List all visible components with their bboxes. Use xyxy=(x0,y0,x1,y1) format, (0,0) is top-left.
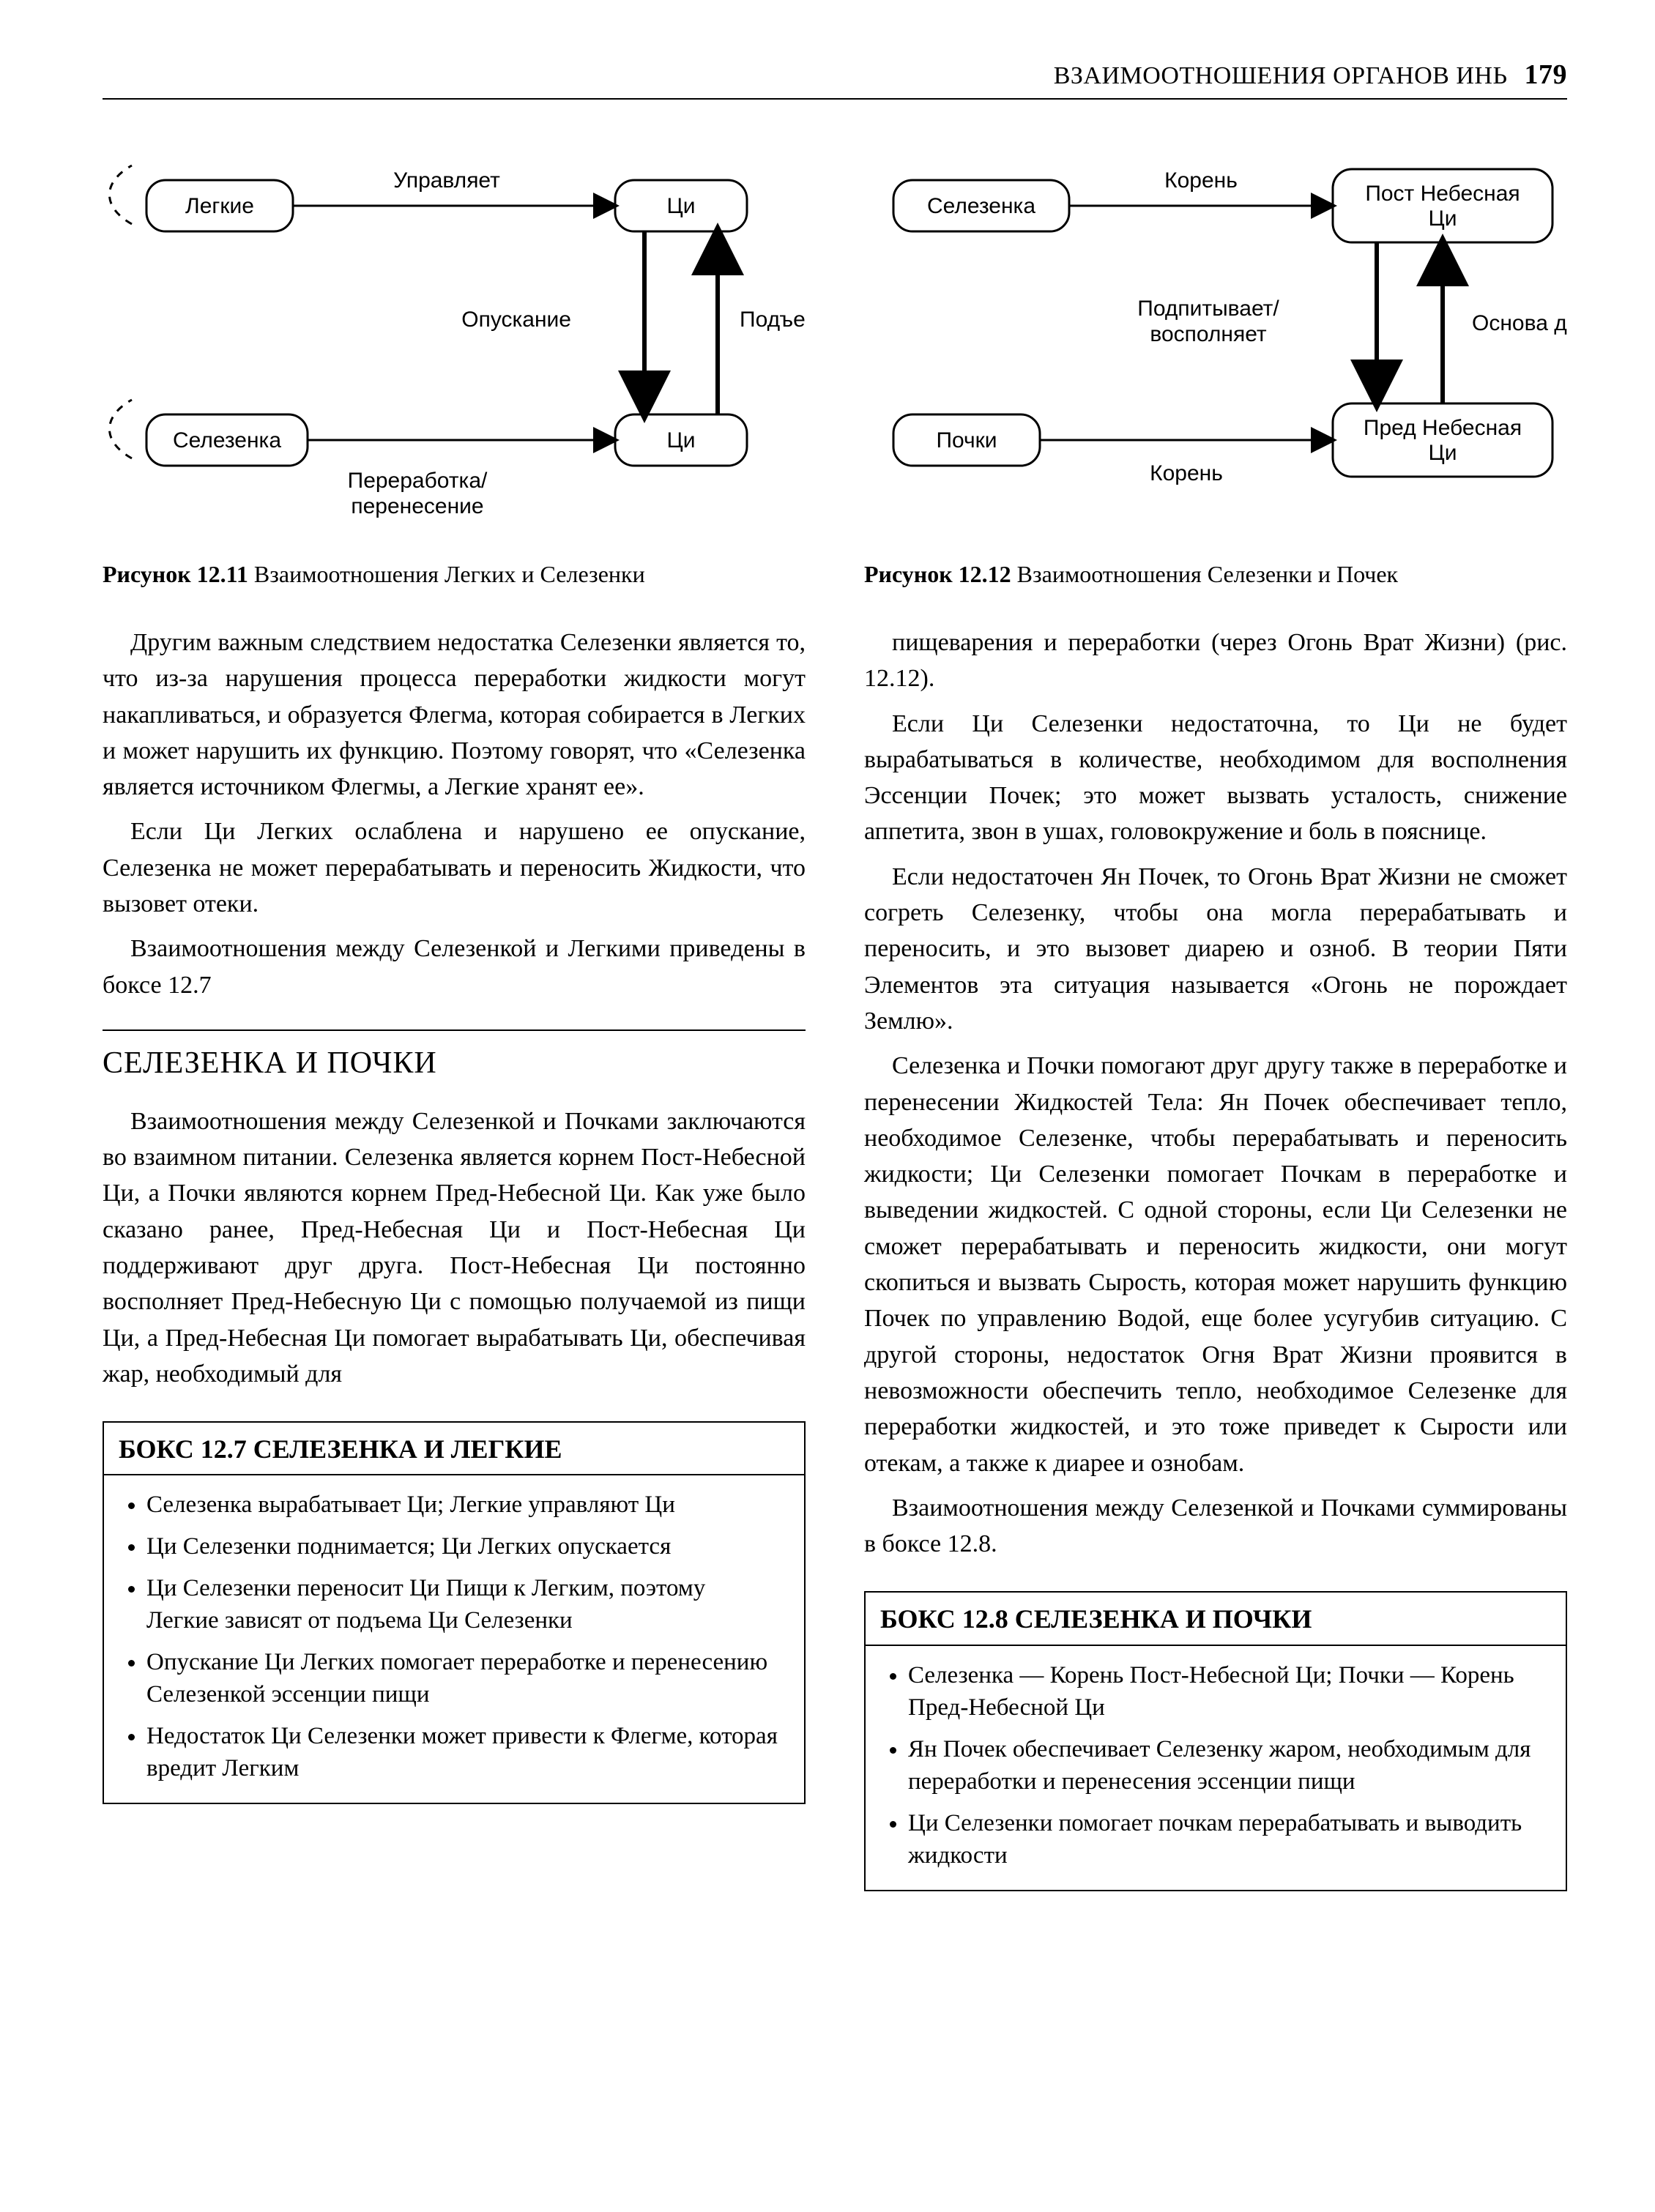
fig-12-11-caption-bold: Рисунок 12.11 xyxy=(103,561,248,587)
right-p5: Взаимоотношения между Селезенкой и Почка… xyxy=(864,1490,1567,1563)
running-head: ВЗАИМООТНОШЕНИЯ ОРГАНОВ ИНЬ 179 xyxy=(103,59,1567,100)
edge-up: Подъем xyxy=(740,308,806,332)
page: ВЗАИМООТНОШЕНИЯ ОРГАНОВ ИНЬ 179 Легкие Ц… xyxy=(0,0,1655,2212)
right-p2: Если Ци Селезенки недостаточна, то Ци не… xyxy=(864,706,1567,850)
node-lungs: Легкие xyxy=(185,194,254,218)
section-title: СЕЛЕЗЕНКА И ПОЧКИ xyxy=(103,1029,806,1086)
box-12-8-list: Селезенка — Корень Пост-Небесной Ци; Поч… xyxy=(888,1659,1545,1872)
box-12-7-list: Селезенка вырабатывает Ци; Легкие управл… xyxy=(126,1489,784,1784)
figure-12-11: Легкие Ци Селезенка Ци Управляет Опускан… xyxy=(103,144,806,588)
text-columns: Другим важным следствием недостатка Селе… xyxy=(103,625,1567,1891)
fig-12-11-caption: Рисунок 12.11 Взаимоотношения Легких и С… xyxy=(103,561,806,588)
box-12-8-item: Ци Селезенки помогает почкам перерабатыв… xyxy=(908,1807,1545,1872)
edge-bottom-l1: Переработка/ xyxy=(348,469,488,493)
right-p3: Если недостаточен Ян Почек, то Огонь Вра… xyxy=(864,859,1567,1039)
edge-right2: Основа для xyxy=(1472,311,1567,335)
page-number: 179 xyxy=(1525,59,1568,90)
box-12-7: БОКС 12.7 СЕЛЕЗЕНКА И ЛЕГКИЕ Селезенка в… xyxy=(103,1421,806,1804)
node-kidneys: Почки xyxy=(936,428,997,453)
box-12-7-title: БОКС 12.7 СЕЛЕЗЕНКА И ЛЕГКИЕ xyxy=(104,1423,804,1475)
node-preqi-l2: Ци xyxy=(1429,441,1457,465)
right-p4: Селезенка и Почки помогают друг другу та… xyxy=(864,1048,1567,1481)
figure-12-12: Селезенка Пост Небесная Ци Почки Пред Не… xyxy=(864,144,1567,588)
box-12-8-item: Селезенка — Корень Пост-Небесной Ци; Поч… xyxy=(908,1659,1545,1724)
node-spleen2: Селезенка xyxy=(927,194,1035,218)
node-postqi-l2: Ци xyxy=(1429,206,1457,231)
edge-mid-l2: восполняет xyxy=(1150,322,1267,346)
edge-top2: Корень xyxy=(1164,168,1238,193)
edge-down: Опускание xyxy=(461,308,571,332)
edge-bottom2: Корень xyxy=(1150,461,1223,485)
edge-top: Управляет xyxy=(393,168,500,193)
node-postqi-l1: Пост Небесная xyxy=(1365,182,1520,206)
box-12-7-item: Ци Селезенки поднимается; Ци Легких опус… xyxy=(146,1530,784,1563)
box-12-8: БОКС 12.8 СЕЛЕЗЕНКА И ПОЧКИ Селезенка — … xyxy=(864,1591,1567,1891)
node-preqi-l1: Пред Небесная xyxy=(1364,416,1522,440)
fig-12-11-svg: Легкие Ци Селезенка Ци Управляет Опускан… xyxy=(103,144,806,539)
box-12-7-item: Опускание Ци Легких помогает переработке… xyxy=(146,1646,784,1711)
node-spleen: Селезенка xyxy=(173,428,281,453)
fig-12-12-caption: Рисунок 12.12 Взаимоотношения Селезенки … xyxy=(864,561,1567,588)
node-qi-bottom: Ци xyxy=(667,428,696,453)
fig-12-12-caption-bold: Рисунок 12.12 xyxy=(864,561,1011,587)
box-12-7-item: Ци Селезенки переносит Ци Пищи к Легким,… xyxy=(146,1572,784,1637)
edge-mid-l1: Подпитывает/ xyxy=(1137,297,1279,321)
right-p1: пищеварения и переработки (через Огонь В… xyxy=(864,625,1567,697)
fig-12-12-svg: Селезенка Пост Небесная Ци Почки Пред Не… xyxy=(864,144,1567,539)
box-12-7-item: Недостаток Ци Селезенки может привести к… xyxy=(146,1720,784,1785)
box-12-8-item: Ян Почек обеспечивает Селезенку жаром, н… xyxy=(908,1733,1545,1798)
left-p4: Взаимоотношения между Селезенкой и Почка… xyxy=(103,1103,806,1392)
fig-12-11-caption-rest: Взаимоотношения Легких и Селезенки xyxy=(248,561,645,587)
running-head-text: ВЗАИМООТНОШЕНИЯ ОРГАНОВ ИНЬ xyxy=(1054,62,1508,89)
figure-row: Легкие Ци Селезенка Ци Управляет Опускан… xyxy=(103,144,1567,588)
box-12-8-title: БОКС 12.8 СЕЛЕЗЕНКА И ПОЧКИ xyxy=(866,1593,1566,1645)
left-p1: Другим важным следствием недостатка Селе… xyxy=(103,625,806,805)
left-p2: Если Ци Легких ослаблена и нарушено ее о… xyxy=(103,813,806,922)
left-column: Другим важным следствием недостатка Селе… xyxy=(103,625,806,1891)
left-p3: Взаимоотношения между Селезенкой и Легки… xyxy=(103,931,806,1003)
right-column: пищеварения и переработки (через Огонь В… xyxy=(864,625,1567,1891)
fig-12-12-caption-rest: Взаимоотношения Селезенки и Почек xyxy=(1011,561,1398,587)
node-qi-top: Ци xyxy=(667,194,696,218)
box-12-7-item: Селезенка вырабатывает Ци; Легкие управл… xyxy=(146,1489,784,1522)
edge-bottom-l2: перенесение xyxy=(351,494,483,518)
